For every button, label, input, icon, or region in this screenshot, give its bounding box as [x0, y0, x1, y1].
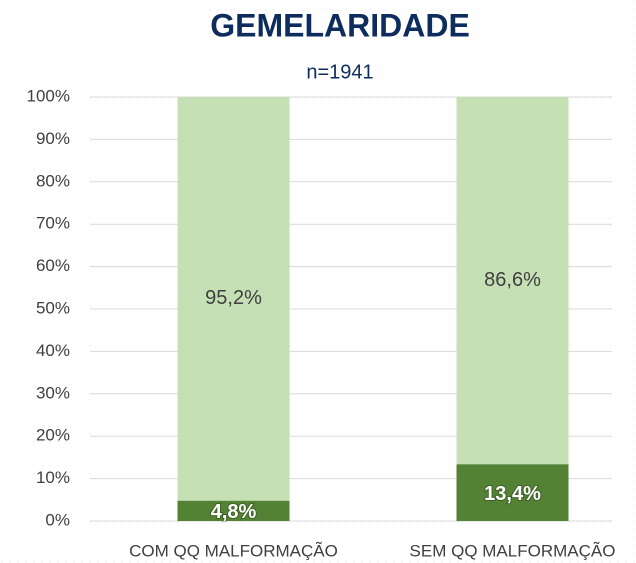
data-label: 95,2%: [205, 287, 262, 309]
y-tick-label: 50%: [36, 298, 70, 317]
y-tick-label: 60%: [36, 256, 70, 275]
y-tick-label: 30%: [36, 383, 70, 402]
bar-segment: [177, 500, 290, 521]
data-label: 86,6%: [484, 269, 541, 291]
y-tick-label: 0%: [45, 510, 70, 529]
bar-segment: [456, 464, 569, 521]
y-tick-label: 40%: [36, 341, 70, 360]
bar-segment: [456, 97, 569, 465]
y-tick-label: 10%: [36, 468, 70, 487]
y-tick-label: 70%: [36, 214, 70, 233]
x-tick-label: COM QQ MALFORMAÇÃO: [129, 541, 338, 560]
x-tick-label: SEM QQ MALFORMAÇÃO: [410, 541, 616, 560]
data-label: 13,4%: [484, 483, 541, 505]
data-label: 4,8%: [211, 501, 257, 523]
chart-subtitle: n=1941: [306, 61, 373, 83]
y-tick-label: 100%: [27, 86, 70, 105]
y-tick-label: 90%: [36, 129, 70, 148]
bar-segment: [177, 97, 290, 501]
chart-title: GEMELARIDADE: [210, 7, 470, 43]
y-tick-label: 20%: [36, 426, 70, 445]
y-tick-label: 80%: [36, 171, 70, 190]
